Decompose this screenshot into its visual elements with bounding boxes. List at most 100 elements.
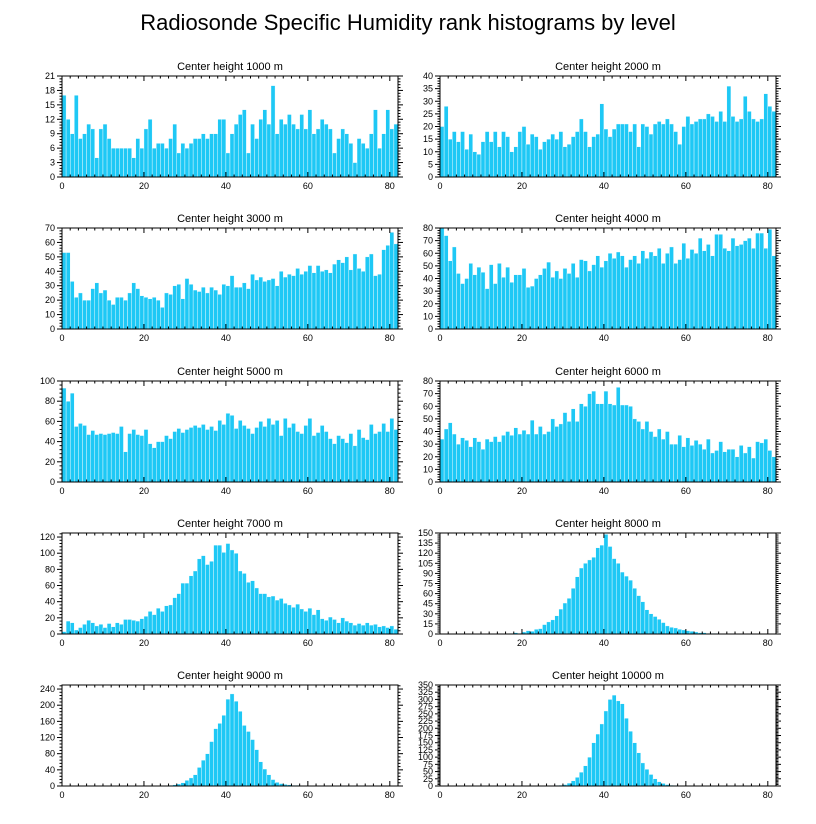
bar: [381, 625, 386, 635]
bar: [106, 433, 112, 483]
bar: [225, 413, 231, 483]
bar: [575, 421, 580, 483]
x-tick-label: 40: [599, 638, 609, 648]
bar: [550, 418, 555, 483]
x-tick-label: 60: [303, 638, 313, 648]
y-tick-label: 0: [50, 324, 55, 334]
bar: [110, 626, 116, 635]
bar: [771, 456, 777, 483]
bar: [525, 630, 531, 635]
bar: [356, 138, 362, 178]
panel-title: Center height 5000 m: [177, 366, 283, 378]
plot-frame: [61, 380, 399, 483]
bar: [233, 428, 239, 483]
bar: [184, 582, 190, 635]
bar: [636, 752, 641, 787]
bar: [332, 263, 337, 330]
y-tick-label: 225: [418, 716, 433, 726]
bar: [86, 620, 91, 635]
bar: [702, 118, 707, 178]
bar: [587, 393, 592, 483]
bar: [546, 431, 551, 483]
bar: [603, 260, 609, 330]
bar: [587, 559, 592, 635]
bar: [172, 597, 177, 635]
bar: [278, 435, 284, 483]
bar: [74, 629, 79, 635]
bar: [620, 123, 625, 178]
bar: [624, 266, 629, 330]
bar: [472, 151, 478, 178]
bar: [452, 246, 457, 330]
bar: [127, 292, 132, 330]
bar: [90, 288, 95, 330]
bar: [278, 119, 284, 178]
bar: [710, 255, 715, 330]
bar: [743, 452, 748, 483]
x-tick-label: 40: [221, 790, 231, 800]
bar: [274, 599, 280, 635]
bar: [188, 143, 194, 178]
bar: [274, 420, 280, 483]
y-tick-label: 80: [45, 564, 55, 574]
bar: [632, 588, 637, 635]
bar: [591, 136, 596, 178]
bar: [529, 133, 535, 178]
bar: [377, 273, 382, 330]
bar: [246, 288, 251, 330]
bar: [115, 297, 120, 330]
bar: [250, 123, 255, 178]
bar: [558, 608, 564, 635]
bar: [119, 297, 124, 330]
bar: [648, 431, 654, 483]
bar: [352, 445, 358, 483]
bar: [521, 268, 527, 330]
bar: [184, 278, 190, 330]
bar: [139, 147, 145, 178]
bar: [718, 234, 723, 330]
y-tick-label: 40: [423, 71, 433, 81]
bar: [521, 430, 527, 483]
bar: [78, 292, 83, 330]
y-tick-label: 20: [423, 299, 433, 309]
y-tick-label: 3: [50, 158, 55, 168]
bar: [156, 607, 161, 635]
y-tick-label: 50: [423, 261, 433, 271]
bar: [180, 298, 186, 330]
bar: [86, 123, 91, 178]
bar: [127, 433, 132, 483]
bar: [78, 138, 83, 178]
bar: [237, 286, 243, 330]
bar: [168, 138, 173, 178]
y-tick-label: 105: [418, 558, 433, 568]
bar: [168, 294, 173, 330]
bar: [624, 123, 629, 178]
bar: [570, 263, 576, 330]
bar: [652, 123, 658, 178]
y-tick-label: 135: [418, 538, 433, 548]
bar: [714, 121, 719, 178]
bar: [209, 426, 214, 483]
x-tick-label: 60: [681, 333, 691, 343]
bar: [94, 282, 100, 330]
bar: [262, 768, 268, 787]
bar: [566, 421, 572, 483]
bar: [603, 534, 609, 635]
bar: [673, 443, 678, 483]
bar: [673, 627, 678, 635]
bar: [599, 403, 605, 483]
bar: [172, 431, 177, 483]
bar: [693, 440, 699, 483]
bar: [270, 779, 276, 787]
bar: [505, 431, 510, 483]
bar: [665, 118, 670, 178]
bar: [566, 143, 572, 178]
bar: [344, 442, 350, 483]
y-tick-label: 6: [50, 143, 55, 153]
y-tick-label: 0: [428, 324, 433, 334]
bar: [755, 441, 760, 483]
bar: [291, 607, 296, 635]
bar: [283, 276, 288, 330]
bar: [340, 262, 345, 330]
bar: [640, 250, 646, 330]
